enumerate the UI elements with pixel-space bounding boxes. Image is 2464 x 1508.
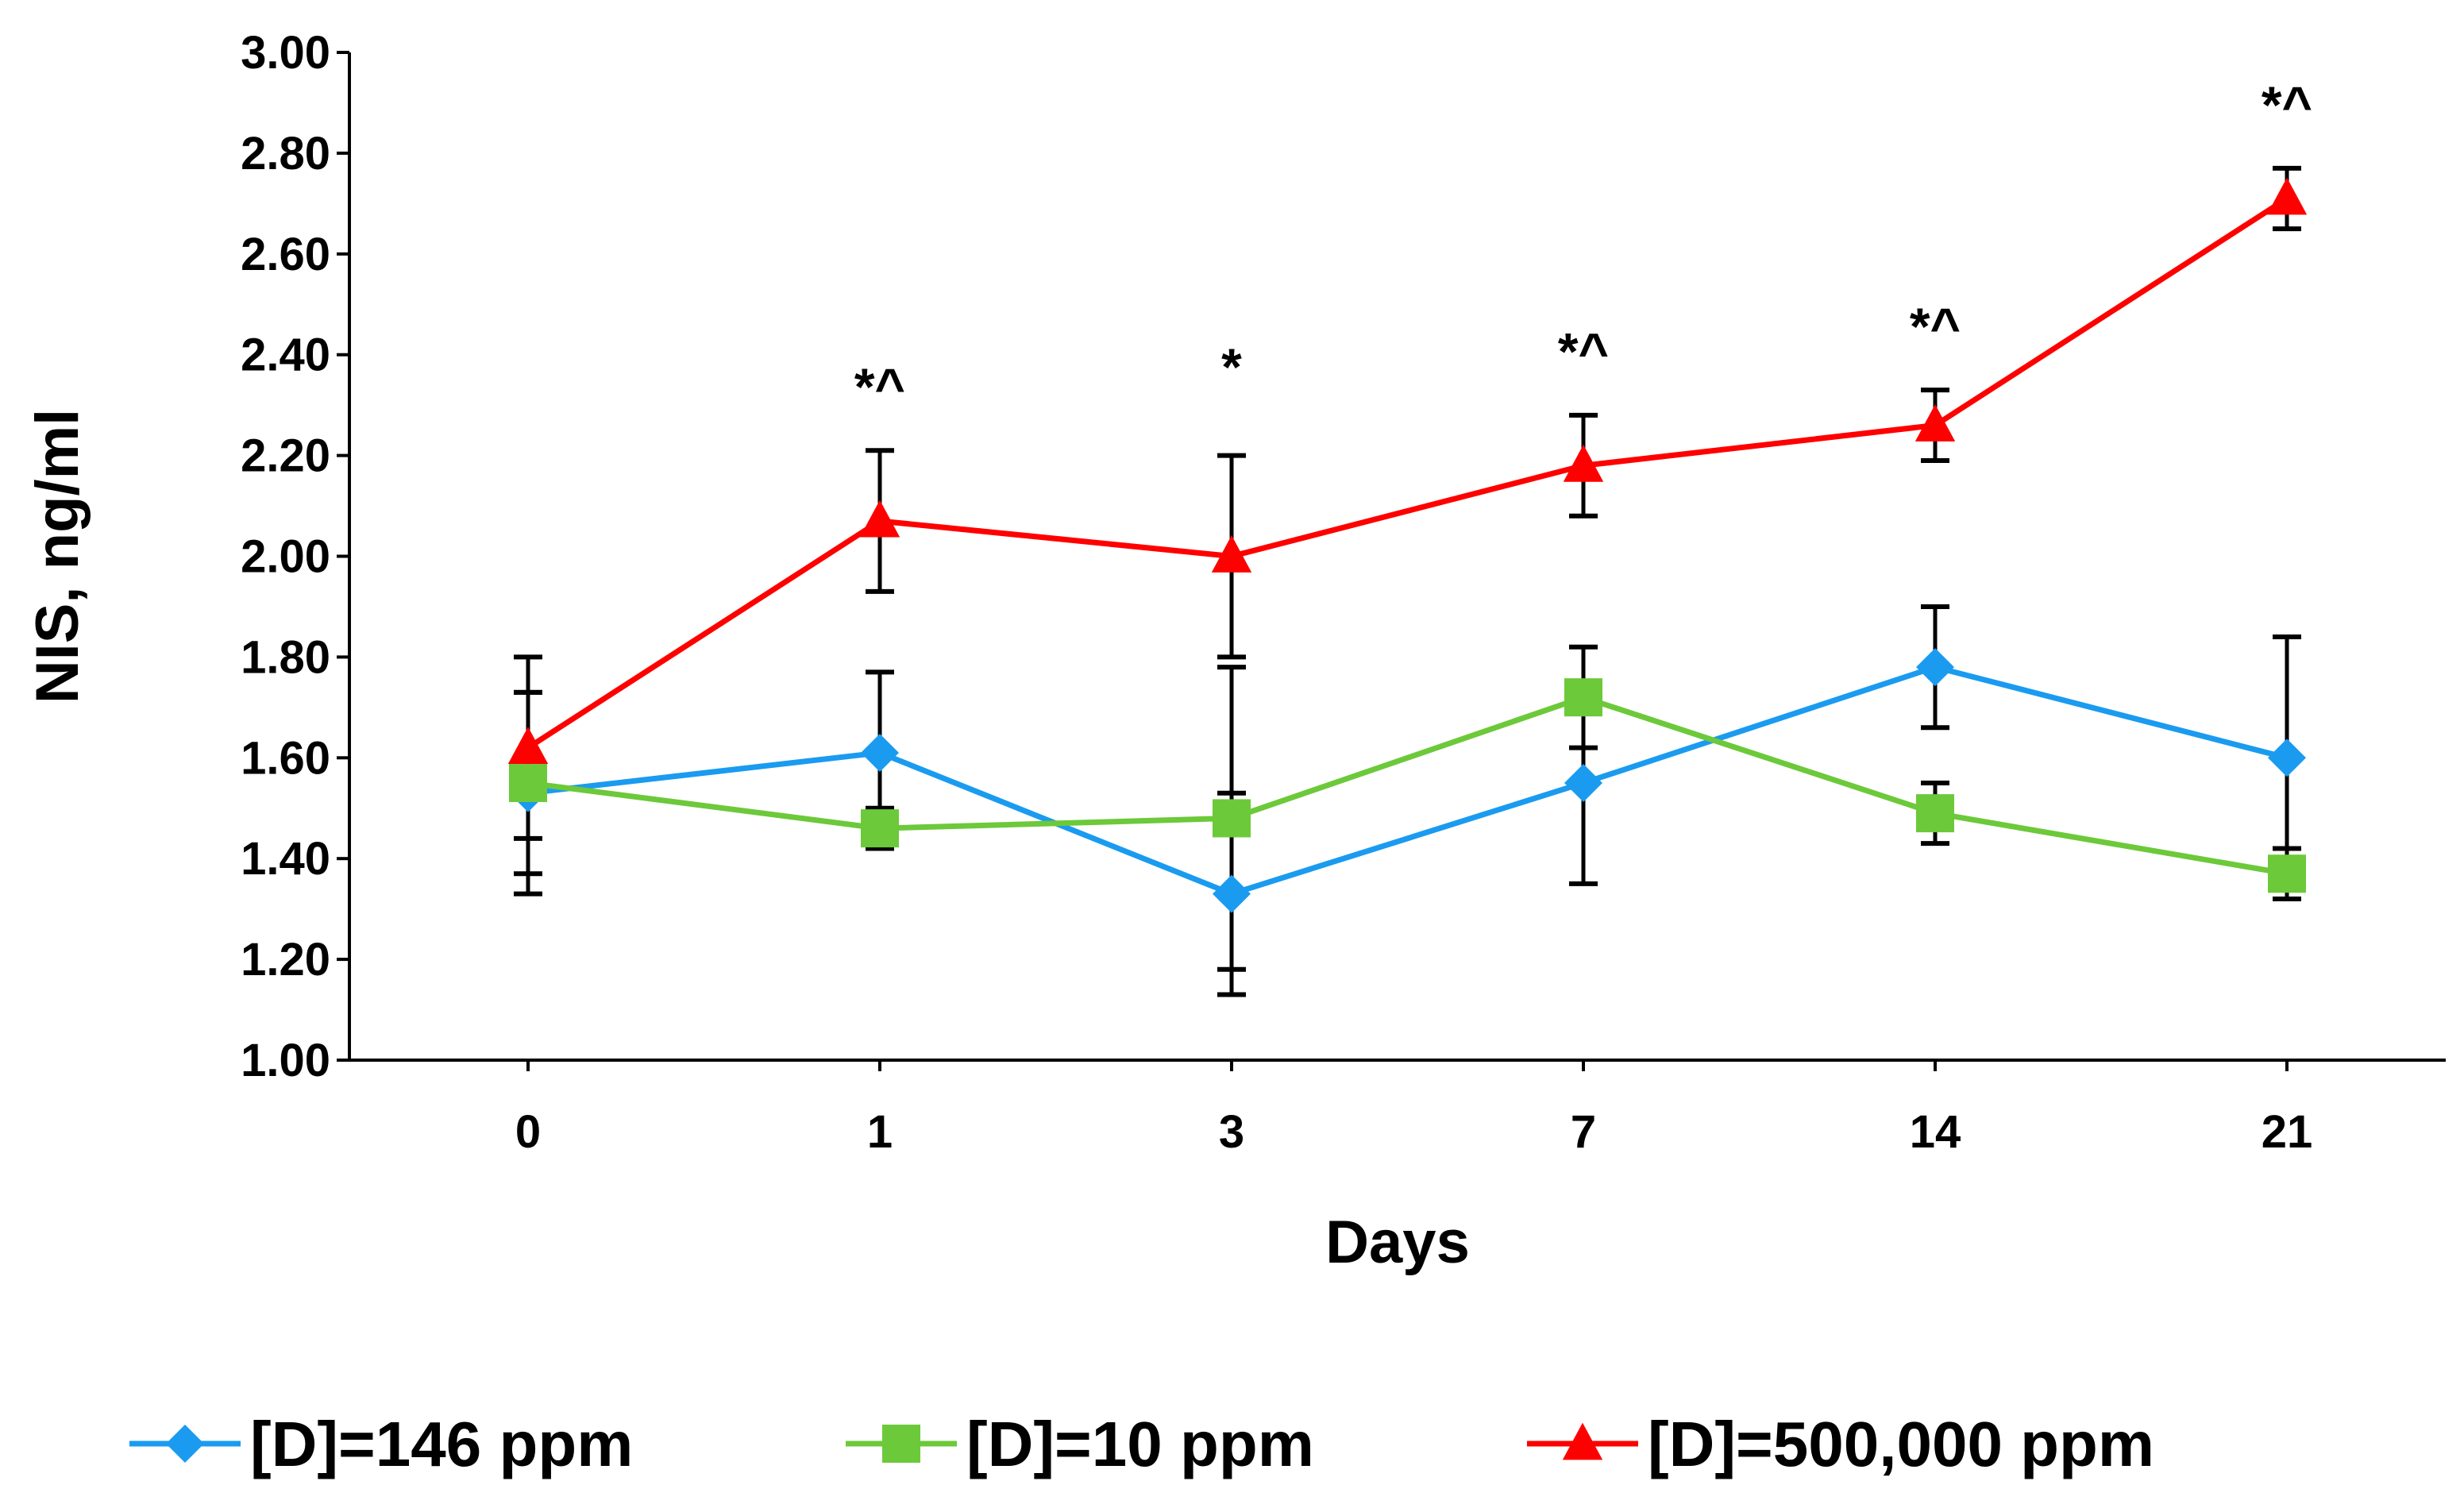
series-lines xyxy=(526,196,2289,897)
diamond-marker xyxy=(166,1425,204,1463)
y-tick-label: 2.00 xyxy=(241,531,330,583)
triangle-marker xyxy=(2266,177,2308,215)
square-marker xyxy=(509,764,547,803)
y-tick-label: 1.60 xyxy=(241,732,330,784)
square-marker xyxy=(882,1425,920,1463)
y-tick-label: 1.40 xyxy=(241,833,330,885)
diamond-marker xyxy=(1916,648,1954,687)
square-marker xyxy=(1213,799,1251,838)
legend-label: [D]=10 ppm xyxy=(966,1409,1314,1479)
y-tick-label: 3.00 xyxy=(241,27,330,79)
x-axis-title: Days xyxy=(1325,1209,1470,1276)
significance-label: *^ xyxy=(1910,297,1961,356)
y-tick-label: 2.80 xyxy=(241,128,330,179)
significance-annotations: *^ * *^ *^ *^ xyxy=(854,75,2312,416)
x-tick-label: 14 xyxy=(1910,1106,1961,1158)
x-tick-label: 1 xyxy=(867,1106,893,1158)
y-tick-label: 1.00 xyxy=(241,1035,330,1086)
y-tick-label: 2.40 xyxy=(241,330,330,381)
legend: [D]=146 ppm [D]=10 ppm [D]=500,000 ppm xyxy=(129,1409,2154,1479)
diamond-marker xyxy=(1564,764,1602,803)
y-tick-label: 1.80 xyxy=(241,631,330,683)
y-tick-label: 1.20 xyxy=(241,934,330,985)
series-line xyxy=(527,664,2288,897)
significance-label: *^ xyxy=(854,357,905,416)
square-marker xyxy=(861,809,899,848)
x-tick-label: 21 xyxy=(2262,1106,2313,1158)
series-markers xyxy=(507,177,2308,913)
legend-label: [D]=500,000 ppm xyxy=(1648,1409,2154,1479)
y-tick-label: 2.60 xyxy=(241,229,330,280)
series-line xyxy=(526,196,2289,750)
significance-label: *^ xyxy=(2262,75,2312,134)
triangle-marker xyxy=(1563,444,1604,482)
x-tick-label: 3 xyxy=(1219,1106,1244,1158)
square-marker xyxy=(1916,794,1954,833)
significance-label: *^ xyxy=(1558,322,1609,381)
triangle-marker xyxy=(859,499,900,538)
square-marker xyxy=(2268,854,2306,893)
diamond-marker xyxy=(2268,739,2306,777)
y-tick-label: 2.20 xyxy=(241,430,330,482)
triangle-marker xyxy=(1562,1422,1603,1460)
x-tick-label: 0 xyxy=(515,1106,541,1158)
x-tick-label: 7 xyxy=(1571,1106,1596,1158)
series-line xyxy=(527,694,2288,877)
square-marker xyxy=(1564,678,1602,717)
diamond-marker xyxy=(1213,874,1251,913)
significance-label: * xyxy=(1221,337,1242,396)
diamond-marker xyxy=(861,733,899,772)
axes: 1.00 1.20 1.40 1.60 1.80 2.00 2.20 2.40 2.60 2.80… xyxy=(24,27,2446,1276)
triangle-marker xyxy=(1211,535,1252,573)
triangle-marker xyxy=(507,727,549,765)
triangle-marker xyxy=(1915,404,1956,442)
y-axis-title: NIS, ng/ml xyxy=(24,409,91,704)
legend-label: [D]=146 ppm xyxy=(250,1409,633,1479)
